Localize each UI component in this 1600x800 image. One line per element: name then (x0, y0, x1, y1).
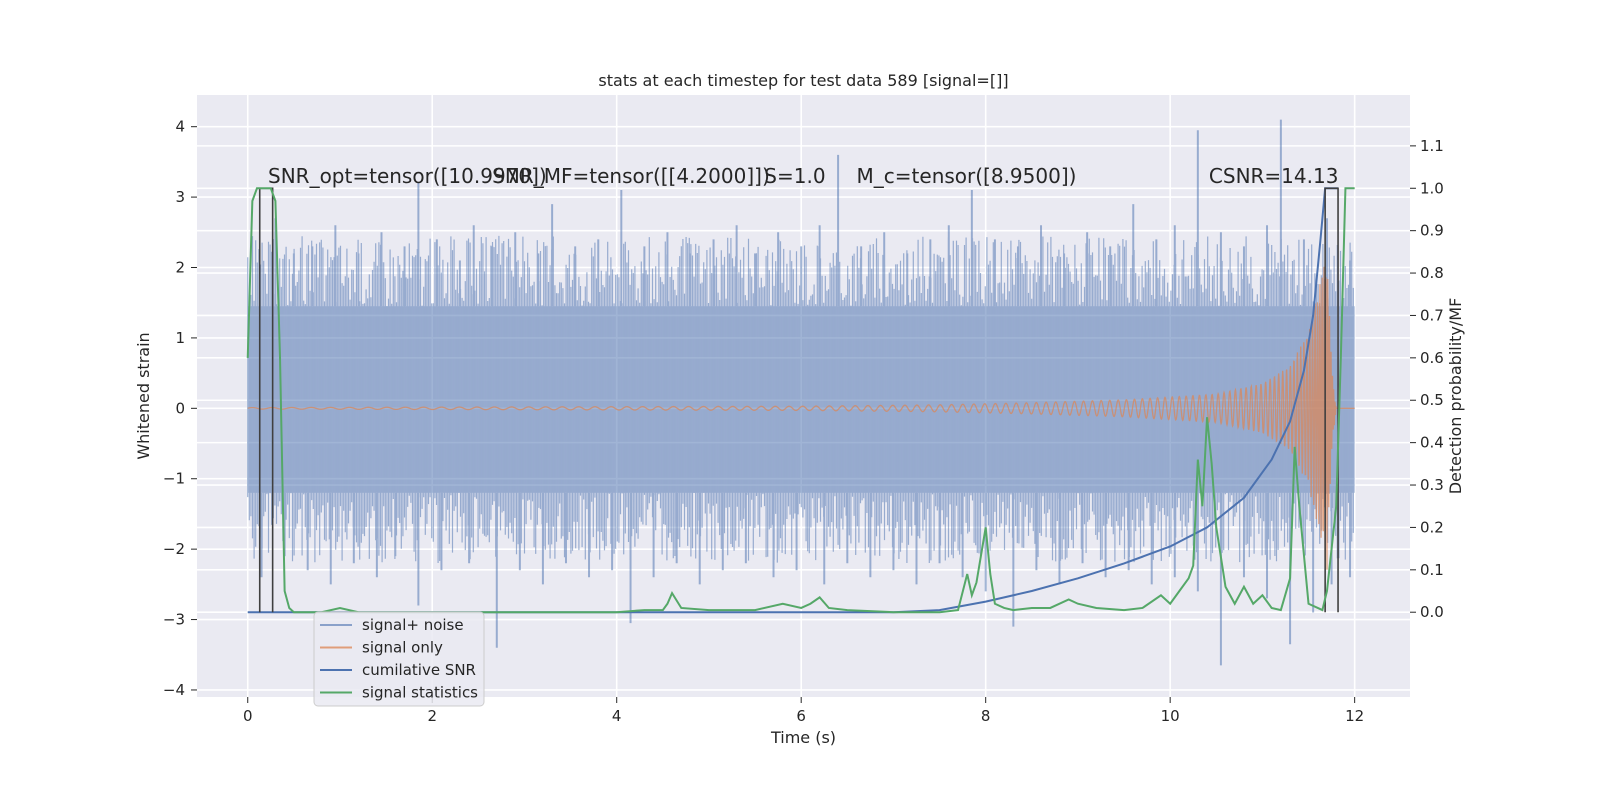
y-tick-label-right: 0.0 (1420, 603, 1444, 621)
chart-title: stats at each timestep for test data 589… (598, 71, 1008, 90)
y-tick-label-right: 1.1 (1420, 137, 1444, 155)
annotation-text: SNR_MF=tensor([[4.2000]]) (492, 164, 770, 188)
y-tick-label-left: 3 (175, 188, 185, 206)
y-tick-label-right: 0.2 (1420, 518, 1444, 536)
y-tick-label-left: 4 (175, 118, 185, 136)
legend-frame (313, 611, 485, 707)
y-tick-label-left: −2 (163, 540, 185, 558)
y-tick-label-left: −1 (163, 470, 185, 488)
y-tick-label-left: −4 (163, 681, 185, 699)
y-axis-label-right: Detection probability/MF (1446, 298, 1465, 495)
annotations: SNR_opt=tensor([10.9970])SNR_MF=tensor([… (268, 164, 1338, 188)
series-signal-noise (247, 119, 1355, 666)
y-tick-label-right: 0.5 (1420, 391, 1444, 409)
y-tick-label-left: −3 (163, 611, 185, 629)
y-tick-label-left: 1 (175, 329, 185, 347)
y-tick-label-right: 0.9 (1420, 222, 1444, 240)
y-tick-label-right: 0.8 (1420, 264, 1444, 282)
legend-label: cumilative SNR (362, 661, 476, 679)
x-tick-label: 0 (243, 707, 253, 725)
legend: signal+ noise signal only cumilative SNR si… (313, 611, 485, 707)
y-tick-label-right: 1.0 (1420, 179, 1444, 197)
y-tick-label-left: 0 (175, 399, 185, 417)
legend-label: signal+ noise (362, 616, 464, 634)
y-tick-label-right: 0.4 (1420, 434, 1444, 452)
series-cumulative-snr (247, 187, 1339, 614)
y-tick-label-left: 2 (175, 259, 185, 277)
x-tick-label: 4 (612, 707, 622, 725)
series-layer (246, 119, 1355, 666)
series-step-trace (1324, 187, 1339, 613)
x-tick-label: 10 (1161, 707, 1180, 725)
x-tick-label: 12 (1345, 707, 1364, 725)
x-tick-label: 8 (981, 707, 991, 725)
legend-label: signal statistics (362, 684, 478, 702)
y-tick-label-right: 0.1 (1420, 561, 1444, 579)
y-axis-label-left: Whitened strain (134, 332, 153, 459)
legend-label: signal only (362, 639, 443, 657)
annotation-text: S=1.0 (764, 164, 825, 188)
y-tick-label-right: 0.3 (1420, 476, 1444, 494)
x-tick-label: 2 (427, 707, 437, 725)
ticks: 0 2 4 6 8 10 12−4−3−2−1012340.00.10.20.30.40.5… (163, 118, 1444, 725)
annotation-text: CSNR=14.13 (1209, 164, 1339, 188)
series-signal-only (247, 266, 1355, 570)
x-tick-label: 6 (796, 707, 806, 725)
series-signal-statistics (246, 187, 1355, 614)
y-tick-label-right: 0.7 (1420, 306, 1444, 324)
y-tick-label-right: 0.6 (1420, 349, 1444, 367)
x-axis-label: Time (s) (770, 728, 836, 747)
annotation-text: M_c=tensor([8.9500]) (857, 164, 1077, 188)
annotation-text: SNR_opt=tensor([10.9970]) (268, 164, 547, 188)
